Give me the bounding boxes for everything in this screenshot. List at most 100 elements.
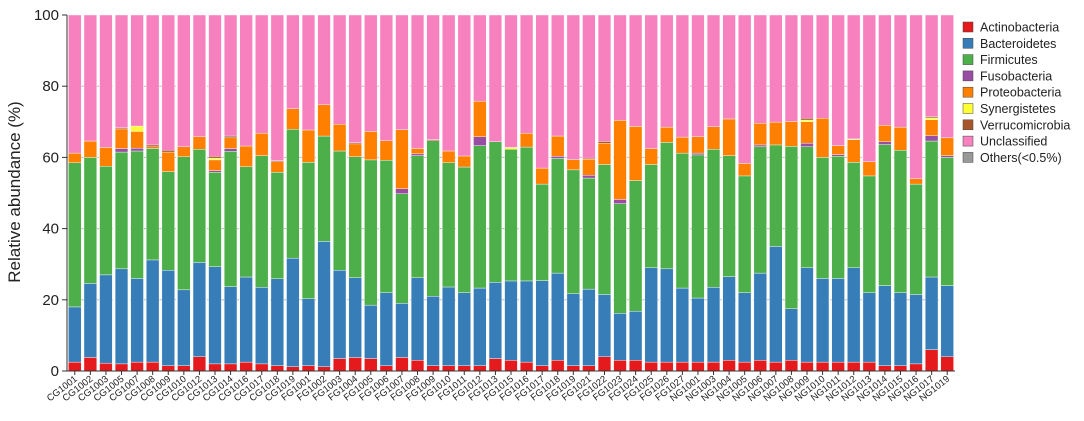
bar-segment	[722, 14, 736, 120]
bar-segment	[83, 157, 97, 284]
bar-segment	[519, 361, 534, 372]
bar-stack	[878, 14, 892, 372]
bar-segment	[847, 139, 861, 163]
bar-segment	[644, 14, 658, 149]
bar-segment	[551, 135, 565, 157]
bar-segment	[504, 147, 518, 150]
bar-segment	[426, 140, 440, 297]
bar-segment	[208, 157, 222, 161]
y-axis-title: Relative abundance (%)	[5, 101, 24, 282]
bar-segment	[629, 14, 643, 127]
bar-stack	[208, 14, 222, 372]
bar-segment	[223, 137, 238, 149]
bar-segment	[457, 166, 471, 293]
bar-segment	[239, 14, 253, 147]
bar-segment	[146, 146, 160, 149]
bar-segment	[146, 259, 160, 363]
bar-segment	[629, 360, 643, 372]
bar-segment	[83, 140, 97, 158]
legend-swatch	[962, 119, 974, 131]
bar-segment	[114, 14, 129, 129]
bar-segment	[379, 160, 393, 293]
bar-segment	[644, 164, 658, 268]
bar-segment	[395, 357, 409, 372]
bar-segment	[177, 289, 191, 366]
bar-segment	[192, 14, 207, 137]
bar-stack	[68, 14, 82, 372]
bar-stack	[457, 14, 471, 372]
bar-segment	[535, 183, 549, 281]
bar-segment	[348, 143, 362, 157]
bar-segment	[255, 363, 269, 372]
bar-segment	[925, 140, 939, 278]
bar-segment	[410, 148, 425, 155]
bar-segment	[208, 170, 222, 173]
bar-segment	[862, 292, 876, 363]
bar-segment	[675, 14, 689, 138]
bar-segment	[925, 117, 939, 120]
bar-stack	[613, 14, 627, 372]
bar-segment	[753, 144, 767, 147]
bar-segment	[613, 120, 627, 200]
bar-stack	[847, 14, 861, 372]
x-tick-labels: CG1001CG1002CG1003CG1005CG1007CG1008CG10…	[45, 374, 952, 404]
bar-segment	[130, 278, 144, 363]
bar-segment	[753, 14, 767, 124]
bar-segment	[535, 167, 549, 185]
bar-stack	[255, 14, 269, 372]
bar-segment	[613, 14, 627, 121]
bar-stack	[270, 14, 284, 372]
bar-segment	[597, 294, 612, 357]
bars-group	[68, 14, 954, 372]
bar-stack	[239, 14, 253, 372]
bar-segment	[239, 145, 253, 167]
bar-segment	[239, 166, 253, 278]
bar-segment	[473, 365, 487, 372]
bar-segment	[582, 158, 596, 176]
bar-segment	[161, 150, 175, 153]
bar-stack	[504, 14, 518, 372]
y-tick-label: 60	[42, 149, 59, 166]
bar-segment	[784, 14, 799, 122]
bar-segment	[68, 162, 82, 308]
bar-segment	[504, 14, 518, 148]
bar-segment	[442, 162, 456, 288]
bar-segment	[255, 155, 269, 288]
bar-segment	[893, 126, 908, 151]
bar-segment	[551, 360, 565, 372]
bar-segment	[457, 155, 471, 168]
bar-stack	[566, 14, 580, 372]
bar-segment	[192, 136, 207, 150]
bar-segment	[722, 360, 736, 372]
bar-segment	[800, 146, 814, 268]
bar-segment	[722, 118, 736, 156]
bar-stack	[675, 14, 689, 372]
bar-segment	[333, 124, 347, 152]
bar-segment	[114, 148, 129, 153]
bar-segment	[925, 276, 939, 350]
bar-segment	[161, 365, 175, 372]
legend-label: Verrucomicrobia	[980, 118, 1070, 132]
bar-segment	[535, 280, 549, 366]
bar-segment	[878, 365, 892, 372]
bar-segment	[831, 154, 845, 157]
bar-segment	[800, 142, 814, 147]
bar-segment	[395, 129, 409, 189]
bar-segment	[722, 155, 736, 277]
bar-segment	[582, 177, 596, 290]
bar-segment	[925, 349, 939, 372]
bar-stack	[317, 14, 331, 372]
bar-stack	[286, 14, 300, 372]
bar-segment	[504, 280, 518, 361]
legend-label: Others(<0.5%)	[980, 151, 1062, 165]
bar-segment	[473, 100, 487, 137]
bar-segment	[519, 132, 534, 148]
bar-segment	[660, 268, 674, 363]
legend-label: Unclassified	[980, 135, 1047, 149]
bar-segment	[348, 156, 362, 278]
bar-segment	[847, 267, 861, 363]
y-tick-label: 80	[42, 78, 59, 95]
bar-stack	[644, 14, 658, 372]
bar-segment	[68, 152, 82, 163]
bar-segment	[940, 14, 954, 139]
